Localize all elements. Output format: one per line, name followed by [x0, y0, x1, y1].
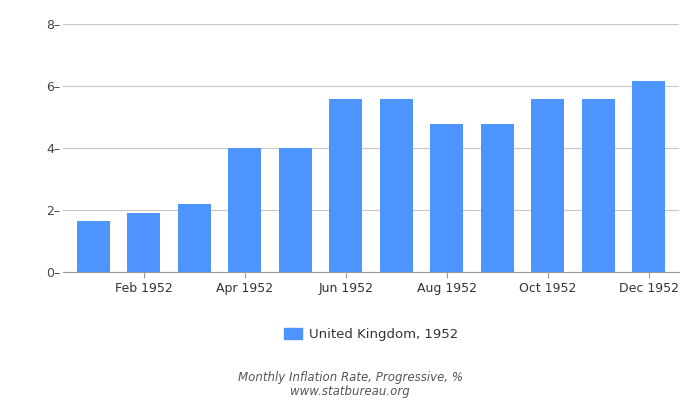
Bar: [228, 148, 261, 272]
Bar: [279, 148, 312, 272]
Legend: United Kingdom, 1952: United Kingdom, 1952: [284, 328, 458, 341]
Bar: [178, 204, 211, 272]
Bar: [77, 222, 110, 272]
Text: www.statbureau.org: www.statbureau.org: [290, 385, 410, 398]
Bar: [127, 214, 160, 272]
Text: Monthly Inflation Rate, Progressive, %: Monthly Inflation Rate, Progressive, %: [237, 372, 463, 384]
Bar: [582, 99, 615, 272]
Bar: [531, 99, 564, 272]
Bar: [380, 99, 413, 272]
Bar: [329, 99, 362, 272]
Bar: [430, 124, 463, 272]
Bar: [632, 81, 665, 272]
Bar: [481, 124, 514, 272]
